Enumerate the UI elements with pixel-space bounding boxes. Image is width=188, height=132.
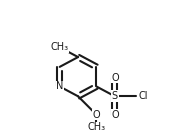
Text: N: N [56,81,63,91]
Text: S: S [112,91,118,101]
Text: CH₃: CH₃ [87,122,105,132]
Text: Cl: Cl [138,91,148,101]
Text: O: O [111,73,119,83]
Text: O: O [93,110,100,120]
Text: O: O [111,110,119,120]
Text: CH₃: CH₃ [51,42,69,52]
